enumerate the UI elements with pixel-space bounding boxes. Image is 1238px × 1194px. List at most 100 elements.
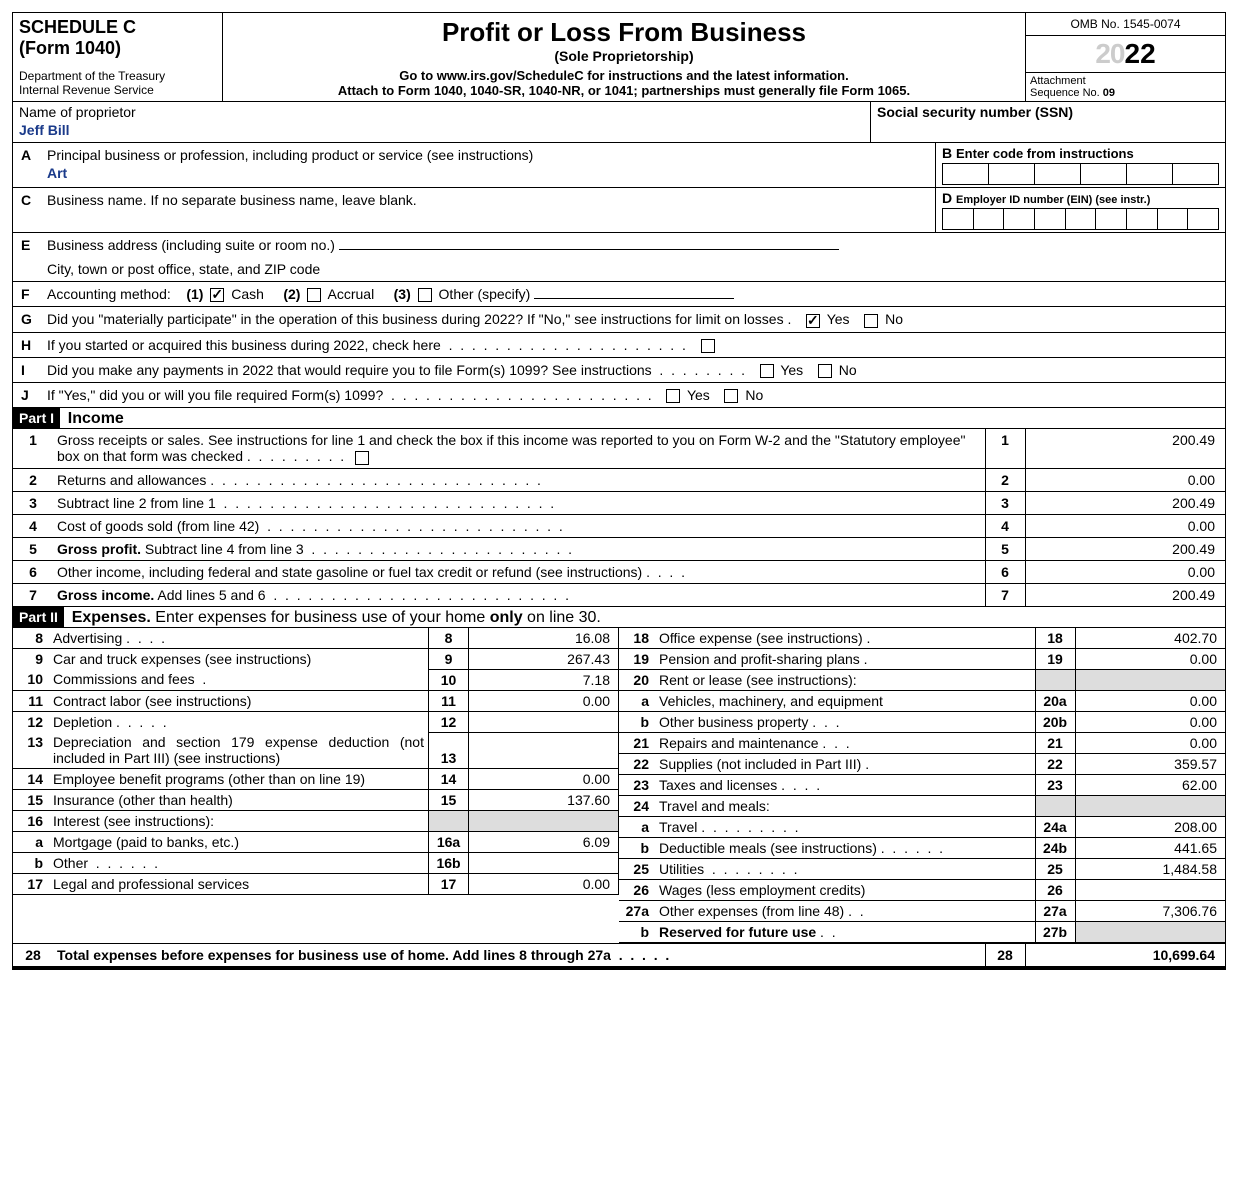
l20b-amt[interactable]: 0.00 <box>1075 711 1225 732</box>
address-input[interactable] <box>339 249 839 250</box>
l20-amt <box>1075 669 1225 690</box>
l10-box: 10 <box>429 669 469 690</box>
line6-label: Other income, including federal and stat… <box>57 564 642 580</box>
line1-checkbox[interactable] <box>355 451 369 465</box>
line6-box: 6 <box>985 560 1025 583</box>
l10-amt[interactable]: 7.18 <box>469 669 619 690</box>
l17-box: 17 <box>429 874 469 895</box>
l25-box: 25 <box>1035 858 1075 879</box>
l21-amt[interactable]: 0.00 <box>1075 732 1225 753</box>
seq-label: Sequence No. <box>1030 87 1103 99</box>
l26-box: 26 <box>1035 879 1075 900</box>
proprietor-name-value[interactable]: Jeff Bill <box>19 122 864 138</box>
year-suffix: 22 <box>1125 38 1156 69</box>
line2-amount[interactable]: 0.00 <box>1025 468 1225 491</box>
line4-box: 4 <box>985 514 1025 537</box>
business-code-boxes[interactable] <box>942 163 1219 185</box>
l8-amt[interactable]: 16.08 <box>469 628 619 649</box>
line-j-no-checkbox[interactable] <box>724 389 738 403</box>
ssn-cell[interactable]: Social security number (SSN) <box>870 102 1225 142</box>
l19-amt[interactable]: 0.00 <box>1075 648 1225 669</box>
line-i-letter: I <box>13 358 45 382</box>
line7-box: 7 <box>985 583 1025 606</box>
l16b-num: b <box>13 853 49 874</box>
l26-desc: Wages (less employment credits) <box>655 879 1035 900</box>
line-c-text[interactable]: Business name. If no separate business n… <box>45 188 935 232</box>
line-28-row: 28 Total expenses before expenses for bu… <box>13 943 1225 967</box>
line-j-yes-checkbox[interactable] <box>666 389 680 403</box>
l11-amt[interactable]: 0.00 <box>469 690 619 711</box>
part1-label: Part I <box>13 408 60 428</box>
line3-amount[interactable]: 200.49 <box>1025 491 1225 514</box>
line-d-cell: D Employer ID number (EIN) (see instr.) <box>935 188 1225 232</box>
line7-num: 7 <box>13 583 53 606</box>
line-i-text: Did you make any payments in 2022 that w… <box>45 358 1225 382</box>
l18-box: 18 <box>1035 628 1075 649</box>
line-i-label: Did you make any payments in 2022 that w… <box>47 362 652 378</box>
dept-treasury: Department of the Treasury <box>19 69 216 83</box>
form-container: SCHEDULE C (Form 1040) Department of the… <box>12 12 1226 970</box>
l13-box: 13 <box>429 732 469 769</box>
line-e1-row: E Business address (including suite or r… <box>13 233 1225 257</box>
l8-num: 8 <box>13 628 49 649</box>
l13-amt[interactable] <box>469 732 619 769</box>
line4-amount[interactable]: 0.00 <box>1025 514 1225 537</box>
l17-amt[interactable]: 0.00 <box>469 874 619 895</box>
income-line-4: 4 Cost of goods sold (from line 42) . . … <box>13 514 1225 537</box>
tax-year: 2022 <box>1026 36 1225 72</box>
line-h-row: H If you started or acquired this busine… <box>13 333 1225 358</box>
l15-amt[interactable]: 137.60 <box>469 790 619 811</box>
l16b-desc: Other . . . . . . <box>49 853 429 874</box>
l26-amt[interactable] <box>1075 879 1225 900</box>
line-i-no-checkbox[interactable] <box>818 364 832 378</box>
l14-amt[interactable]: 0.00 <box>469 769 619 790</box>
l18-amt[interactable]: 402.70 <box>1075 628 1225 649</box>
l9-amt[interactable]: 267.43 <box>469 648 619 669</box>
l11-desc: Contract labor (see instructions) <box>49 690 429 711</box>
part2-header: Part II Expenses. Enter expenses for bus… <box>13 607 1225 628</box>
line3-num: 3 <box>13 491 53 514</box>
l28-num: 28 <box>13 943 53 967</box>
line-g-yes-checkbox[interactable] <box>806 314 820 328</box>
l12-amt[interactable] <box>469 711 619 732</box>
header-row: SCHEDULE C (Form 1040) Department of the… <box>13 13 1225 102</box>
line1-amount[interactable]: 200.49 <box>1025 429 1225 468</box>
line5-amount[interactable]: 200.49 <box>1025 537 1225 560</box>
line-28-table: 28 Total expenses before expenses for bu… <box>13 943 1225 969</box>
l25-amt[interactable]: 1,484.58 <box>1075 858 1225 879</box>
l16b-amt[interactable] <box>469 853 619 874</box>
l23-amt[interactable]: 62.00 <box>1075 774 1225 795</box>
line-a-value[interactable]: Art <box>47 165 933 181</box>
l12-desc: Depletion . . . . . <box>49 711 429 732</box>
l24b-amt[interactable]: 441.65 <box>1075 837 1225 858</box>
line-e2-text[interactable]: City, town or post office, state, and ZI… <box>45 257 1225 281</box>
accrual-checkbox[interactable] <box>307 288 321 302</box>
l28-amt[interactable]: 10,699.64 <box>1025 943 1225 967</box>
l22-amt[interactable]: 359.57 <box>1075 753 1225 774</box>
l24-num: 24 <box>619 795 655 816</box>
other-specify-input[interactable] <box>534 298 734 299</box>
line-h-letter: H <box>13 333 45 357</box>
goto-instruction: Go to www.irs.gov/ScheduleC for instruct… <box>229 68 1019 83</box>
cash-checkbox[interactable] <box>210 288 224 302</box>
l20a-amt[interactable]: 0.00 <box>1075 690 1225 711</box>
l14-desc: Employee benefit programs (other than on… <box>49 769 429 790</box>
ein-boxes[interactable] <box>942 208 1219 230</box>
line-i-yes-checkbox[interactable] <box>760 364 774 378</box>
line-h-checkbox[interactable] <box>701 339 715 353</box>
other-checkbox[interactable] <box>418 288 432 302</box>
line-h-text: If you started or acquired this business… <box>45 333 1225 357</box>
l16a-amt[interactable]: 6.09 <box>469 832 619 853</box>
line7-amount[interactable]: 200.49 <box>1025 583 1225 606</box>
l24a-amt[interactable]: 208.00 <box>1075 816 1225 837</box>
line1-label: Gross receipts or sales. See instruction… <box>57 432 965 464</box>
line-g-no-checkbox[interactable] <box>864 314 878 328</box>
l27a-amt[interactable]: 7,306.76 <box>1075 900 1225 921</box>
line6-amount[interactable]: 0.00 <box>1025 560 1225 583</box>
l23-num: 23 <box>619 774 655 795</box>
line-e1-label: Business address (including suite or roo… <box>47 237 335 253</box>
l19-box: 19 <box>1035 648 1075 669</box>
form-number: (Form 1040) <box>19 38 216 59</box>
line-g-label: Did you "materially participate" in the … <box>47 311 784 327</box>
l15-num: 15 <box>13 790 49 811</box>
